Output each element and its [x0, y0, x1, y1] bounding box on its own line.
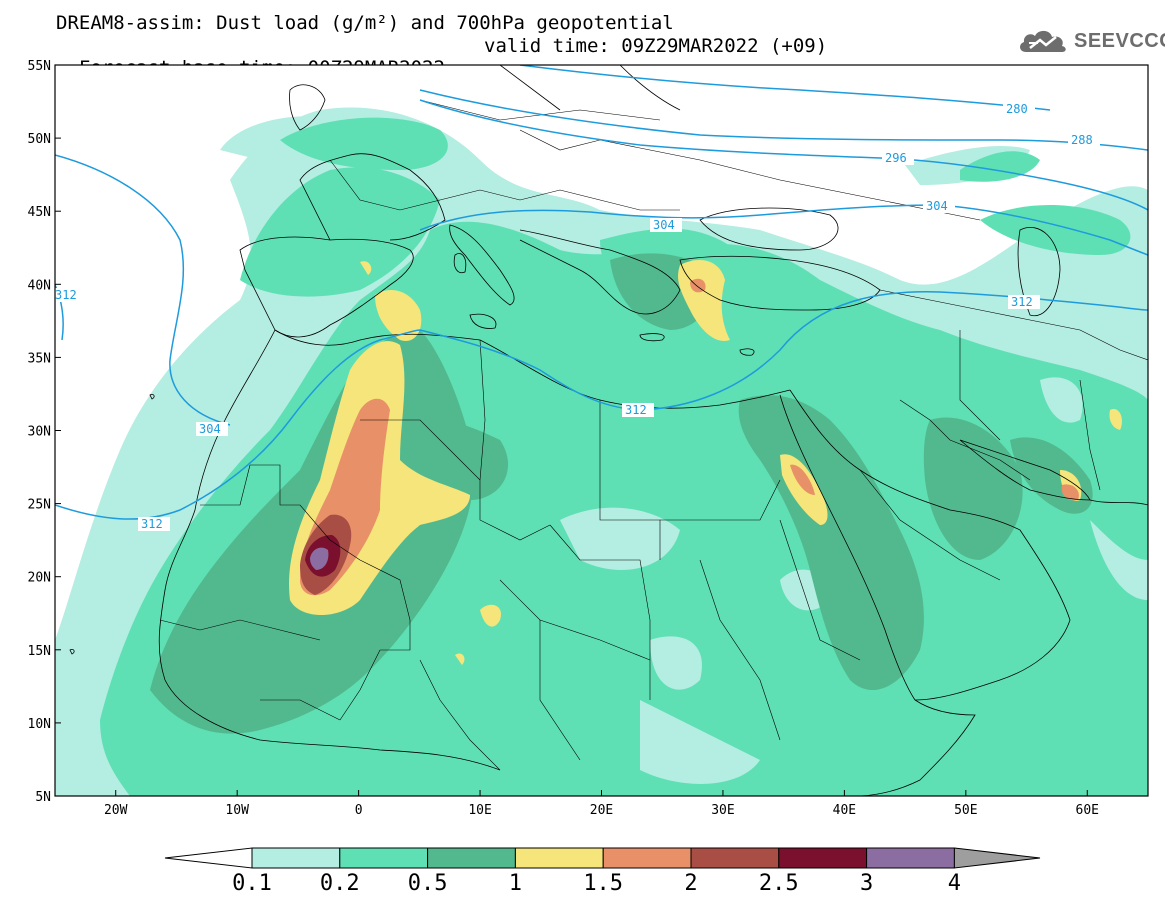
chart-title: DREAM8-assim: Dust load (g/m²) and 700hP… [56, 12, 674, 34]
contour-line-312 [419, 291, 1148, 411]
lon-label: 20W [104, 803, 128, 818]
lat-label: 35N [28, 351, 51, 366]
colorbar-label: 0.1 [232, 871, 272, 896]
lon-label: 60E [1076, 803, 1099, 818]
dust-layer-0.1-holes [560, 377, 1148, 784]
colorbar-min-arrow [164, 847, 253, 869]
colorbar-segment [514, 847, 604, 869]
colorbar-segment [778, 847, 868, 869]
lon-label: 50E [954, 803, 977, 818]
contour-label-304-east: 304 [926, 199, 948, 213]
lat-label: 15N [28, 644, 51, 659]
lat-label: 25N [28, 498, 51, 513]
contour-line-304 [419, 204, 1148, 256]
colorbar-label: 1.5 [583, 871, 624, 896]
seevccc-logo: SEEVCCC [1016, 24, 1165, 58]
contour-line-304-west [55, 154, 231, 426]
contour-label-312-med: 312 [625, 403, 647, 417]
colorbar-segment [602, 847, 692, 869]
colorbar-max-arrow [953, 847, 1041, 869]
colorbar-segment [866, 847, 955, 869]
contour-label-288: 288 [1071, 133, 1093, 147]
lon-label: 10E [468, 803, 491, 818]
logo-text: SEEVCCC [1074, 29, 1165, 52]
colorbar-label: 3 [859, 871, 874, 896]
lat-label: 45N [28, 205, 51, 220]
lat-label: 55N [28, 59, 51, 74]
lat-label: 40N [28, 278, 51, 293]
colorbar-label: 4 [947, 871, 962, 896]
colorbar-segment [427, 847, 516, 869]
lon-label: 20E [590, 803, 613, 818]
colorbar-label: 1 [508, 871, 523, 896]
colorbar-label: 0.2 [319, 871, 360, 896]
contour-line-280 [519, 65, 1051, 111]
lat-label: 10N [28, 717, 51, 732]
contour-label-312-east: 312 [1011, 295, 1033, 309]
colorbar-label: 0.5 [407, 871, 448, 896]
contour-label-304-atlantic: 304 [199, 422, 221, 436]
colorbar-label: 2 [684, 871, 698, 896]
contour-line-296 [419, 99, 1148, 211]
contour-labels: 280 288 296 304 304 304 312 312 312 312 [55, 102, 1100, 531]
lon-label: 40E [833, 803, 856, 818]
contour-line-288 [419, 89, 1148, 151]
contour-label-312-west: 312 [55, 288, 77, 302]
cloud-logo-icon [1020, 30, 1066, 52]
contour-label-304-balkans: 304 [653, 218, 675, 232]
colorbar-segment [690, 847, 780, 869]
colorbar [164, 847, 1041, 869]
lon-label: 30E [711, 803, 734, 818]
colorbar-label: 2.5 [758, 871, 799, 896]
map-area: 280 288 296 304 304 304 312 312 312 312 [55, 65, 1148, 796]
colorbar-labels: 0.1 0.2 0.5 1 1.5 2 2.5 3 4 [0, 871, 1165, 901]
lat-label: 30N [28, 425, 51, 440]
country-borders [159, 99, 1148, 771]
latitude-axis: 55N 50N 45N 40N 35N 30N 25N 20N 15N 10N 5N [28, 59, 61, 805]
valid-time: valid time: 09Z29MAR2022 (+09) [484, 35, 828, 57]
contour-label-296: 296 [885, 151, 907, 165]
lon-label: 0 [355, 803, 363, 818]
dust-layer-3 [310, 547, 329, 570]
lat-label: 5N [35, 790, 51, 805]
lat-label: 20N [28, 571, 51, 586]
colorbar-segment [339, 847, 429, 869]
lon-label: 10W [225, 803, 249, 818]
contour-label-280: 280 [1006, 102, 1028, 116]
longitude-axis: 20W 10W 0 10E 20E 30E 40E 50E 60E [104, 790, 1099, 818]
colorbar-segment [251, 847, 341, 869]
lat-label: 50N [28, 132, 51, 147]
contour-label-312-south: 312 [141, 517, 163, 531]
